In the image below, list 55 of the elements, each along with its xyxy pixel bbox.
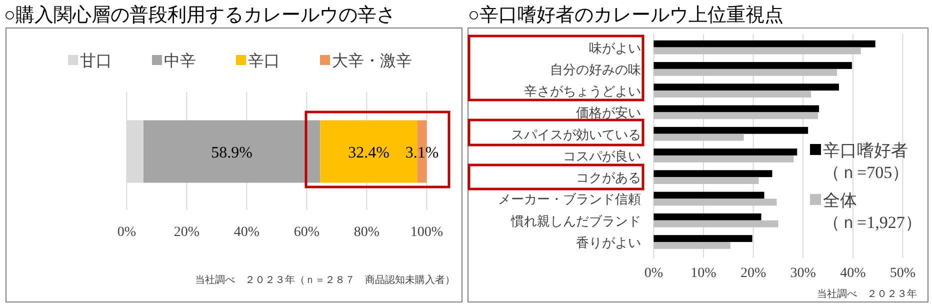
bar — [654, 192, 764, 199]
legend-label: 辛口 — [248, 52, 280, 70]
y-tick-label: スパイスが効いている — [511, 126, 641, 142]
y-tick-label: 香りがよい — [576, 234, 641, 250]
legend-label: 中辛 — [164, 52, 196, 70]
legend-label: 甘口 — [80, 52, 112, 70]
bar — [654, 112, 818, 120]
chart-title: ○辛口嗜好者のカレールウ上位重視点 — [468, 4, 784, 26]
bar — [654, 220, 778, 228]
bar — [654, 170, 772, 178]
x-tick-label: 30% — [790, 266, 816, 281]
x-tick-label: 10% — [690, 266, 717, 281]
x-tick-label: 80% — [354, 225, 380, 240]
text: 当社調べ ２０２３年 — [817, 288, 917, 300]
bar — [654, 235, 752, 242]
data-label: 32.4% — [348, 144, 390, 162]
x-tick-label: 0% — [644, 266, 664, 281]
y-tick-label: コクがある — [576, 170, 641, 186]
y-tick-label: 辛さがちょうどよい — [524, 84, 641, 99]
bar — [654, 90, 812, 98]
bar — [654, 68, 837, 76]
legend-label: 大辛・激辛 — [332, 52, 412, 70]
y-tick-label: コスパが良い — [563, 148, 641, 164]
x-tick-label: 20% — [740, 266, 766, 281]
bar — [654, 198, 777, 206]
bar — [654, 105, 820, 112]
x-tick-label: 0% — [117, 225, 136, 240]
x-tick-label: 50% — [890, 266, 916, 281]
x-tick-label: 20% — [174, 225, 200, 240]
text: 当社調べ ２０２３年（ｎ＝２８７ 商品認知未購入者） — [195, 274, 455, 286]
legend-label: 辛口嗜好者（ｎ=705） — [823, 141, 910, 182]
x-tick-label: 40% — [234, 225, 260, 240]
bar — [654, 126, 808, 134]
y-tick-label: メーカー・ブランド信頼 — [498, 192, 641, 207]
bar — [654, 62, 852, 69]
x-tick-label: 60% — [294, 225, 320, 240]
y-tick-label: 自分の好みの味 — [550, 62, 641, 77]
data-label: 58.9% — [211, 144, 253, 162]
x-tick-label: 40% — [840, 266, 866, 281]
y-tick-label: 慣れ親しんだブランド — [510, 213, 641, 228]
bar — [654, 242, 730, 249]
bar — [654, 47, 861, 54]
y-tick-label: 価格が安い — [576, 105, 641, 120]
legend-label: 全体（ｎ=1,927） — [823, 191, 922, 232]
bar — [654, 84, 839, 91]
chart-title: ○購入関心層の普段利用するカレールウの辛さ — [4, 4, 396, 26]
bar — [654, 40, 876, 48]
bar — [144, 120, 320, 183]
bar — [654, 177, 759, 184]
bar — [654, 134, 744, 141]
x-tick-label: 100% — [410, 225, 444, 240]
bar — [654, 155, 794, 162]
bar — [654, 148, 798, 156]
bar — [654, 213, 762, 220]
y-tick-label: 味がよい — [589, 40, 641, 56]
